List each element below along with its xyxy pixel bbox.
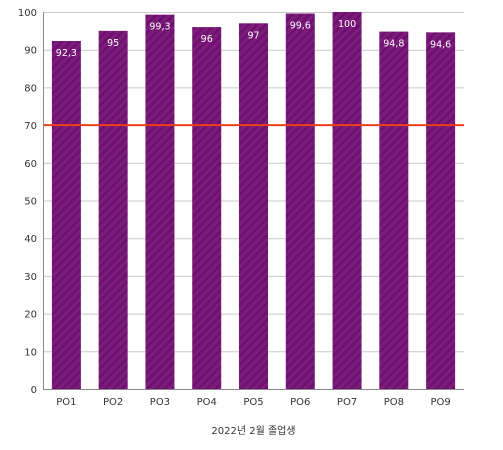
x-tick-label: PO4: [197, 397, 217, 408]
x-tick-label: PO5: [243, 397, 263, 408]
y-tick-label: 30: [24, 272, 37, 283]
data-label: 94,8: [383, 39, 404, 50]
y-tick-label: 60: [24, 159, 37, 170]
data-label: 100: [338, 19, 356, 30]
y-tick-label: 10: [24, 347, 37, 358]
bar-po9: [426, 32, 456, 389]
x-tick-label: PO8: [384, 397, 404, 408]
bar-po4: [192, 27, 222, 390]
data-label: 92,3: [56, 48, 77, 59]
x-axis-title: 2022년 2월 졸업생: [211, 424, 295, 437]
bar-po8: [379, 31, 409, 389]
y-tick-label: 0: [31, 385, 37, 396]
y-tick-label: 40: [24, 234, 37, 245]
bars: 92,3 95 99,3 96 97 99,6 100 94,8 94,6: [51, 12, 456, 390]
x-tick-label: PO2: [103, 397, 123, 408]
bar-po5: [239, 23, 268, 390]
y-tick-label: 80: [24, 83, 37, 94]
data-label: 95: [107, 38, 119, 49]
bar-po6: [285, 13, 315, 390]
x-tick-label: PO3: [150, 397, 170, 408]
bar-po2: [98, 30, 128, 389]
data-label: 94,6: [430, 39, 451, 50]
x-tick-label: PO9: [430, 397, 450, 408]
x-tick-label: PO7: [337, 397, 357, 408]
data-label: 96: [201, 34, 213, 45]
y-tick-label: 100: [18, 8, 37, 19]
y-axis-ticks: 0 10 20 30 40 50 60 70 80 90 100: [18, 8, 37, 396]
bar-po1: [51, 41, 81, 390]
data-label: 99,3: [149, 22, 170, 33]
axes: [43, 12, 464, 390]
bar-po7: [332, 12, 362, 389]
y-tick-label: 50: [24, 197, 37, 208]
bar-po3: [145, 14, 175, 389]
x-tick-label: PO6: [290, 397, 310, 408]
y-tick-label: 90: [24, 46, 37, 57]
data-label: 97: [247, 30, 259, 41]
y-tick-label: 70: [24, 121, 37, 132]
x-axis-ticks: PO1 PO2 PO3 PO4 PO5 PO6 PO7 PO8 PO9: [56, 397, 450, 408]
x-tick-label: PO1: [56, 397, 76, 408]
y-tick-label: 20: [24, 310, 37, 321]
data-label: 99,6: [290, 21, 311, 32]
